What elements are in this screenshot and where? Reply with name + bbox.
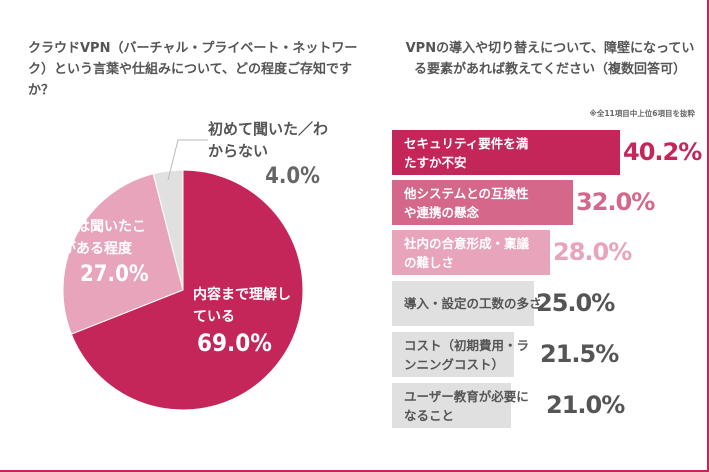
pie-slice-heard-name bbox=[62, 173, 184, 335]
pie-question-title: クラウドVPN（バーチャル・プライベート・ネットワーク）という言葉や仕組みについ… bbox=[28, 41, 358, 98]
bar-label: 導入・設定の工数の多さ bbox=[404, 296, 542, 311]
pie-label-understand: 内容まで理解している 69.0% bbox=[193, 287, 291, 357]
bar bbox=[392, 332, 514, 377]
bar-label: 他システムとの互換性や連携の懸念 bbox=[404, 186, 529, 220]
bar-label: コスト（初期費用・ランニングコスト） bbox=[404, 338, 530, 372]
bar-note: ※全11項目中上位6項目を抜粋 bbox=[589, 109, 695, 118]
bar-label: ユーザー教育が必要になること bbox=[404, 389, 529, 423]
pie-slice-understand bbox=[70, 169, 304, 411]
bar bbox=[392, 281, 534, 326]
bar-value-label: 25.0% bbox=[536, 289, 615, 317]
bar-value-label: 28.0% bbox=[553, 238, 632, 266]
pie-label-heard-name: 名前は聞いたことがある程度 27.0% bbox=[48, 219, 149, 287]
bar bbox=[392, 383, 511, 428]
bar-value-label: 21.0% bbox=[546, 391, 625, 419]
bar bbox=[392, 130, 620, 175]
bar-value-label: 40.2% bbox=[623, 138, 702, 166]
leader-line bbox=[167, 139, 208, 181]
bar-value-label: 32.0% bbox=[576, 188, 655, 216]
bar-question-title: VPNの導入や切り替えについて、障壁になっている要素があれば教えてください（複数… bbox=[405, 41, 695, 77]
pie-label-unknown: 初めて聞いた／わからない 4.0% bbox=[208, 120, 329, 189]
bar-label: セキュリティ要件を満たすか不安 bbox=[404, 136, 529, 170]
bar bbox=[392, 180, 574, 225]
bar bbox=[392, 230, 551, 275]
bar-label: 社内の合意形成・稟議の難しさ bbox=[404, 236, 530, 270]
bar-value-label: 21.5% bbox=[540, 340, 619, 368]
